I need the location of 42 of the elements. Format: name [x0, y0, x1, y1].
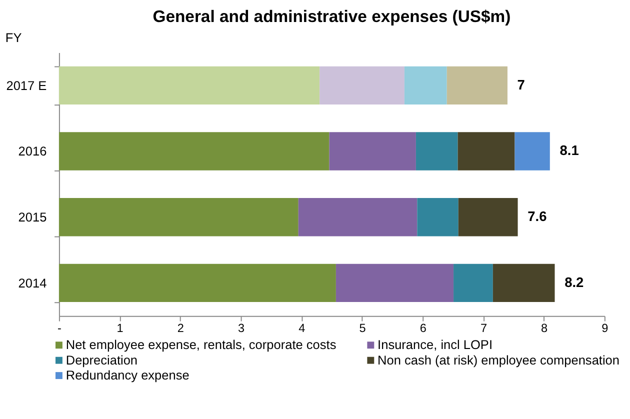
- x-tick-label: 6: [420, 322, 427, 336]
- x-tick-label: 5: [359, 322, 366, 336]
- bar: [58, 264, 336, 302]
- y-tick-label: 2015: [18, 210, 47, 225]
- bar: [58, 66, 320, 105]
- y-tick-label: 2014: [18, 275, 47, 290]
- bar: [329, 132, 416, 170]
- bar: [58, 198, 298, 236]
- y-tick-label: 2017 E: [6, 78, 47, 93]
- x-tick-label: -: [57, 322, 62, 336]
- bar: [514, 132, 550, 170]
- x-tick-label: 7: [480, 322, 487, 336]
- bar: [458, 198, 518, 236]
- bar: [458, 132, 515, 170]
- bar: [492, 264, 555, 302]
- x-tick-label: 3: [238, 322, 246, 336]
- bar: [404, 66, 447, 105]
- x-tick-label: 2: [177, 322, 184, 336]
- total-label: 7: [517, 77, 526, 92]
- legend-label: Insurance, incl LOPI: [378, 337, 493, 352]
- x-tick-label: 1: [116, 322, 124, 336]
- y-axis-title: FY: [5, 30, 22, 46]
- legend-label: Redundancy expense: [66, 367, 190, 382]
- legend-label: Depreciation: [66, 352, 138, 368]
- bar: [320, 66, 404, 105]
- bar: [417, 198, 458, 236]
- x-tick-label: 9: [602, 322, 608, 336]
- bar: [454, 264, 493, 302]
- bar: [298, 198, 418, 236]
- total-label: 7.6: [528, 209, 548, 224]
- legend-label: Non cash (at risk) employee compensation: [378, 352, 620, 368]
- x-tick-label: 8: [541, 322, 548, 336]
- bar: [58, 132, 330, 170]
- bar: [446, 66, 508, 105]
- bar: [336, 264, 454, 302]
- total-label: 8.1: [560, 143, 580, 158]
- x-tick-label: 4: [298, 322, 306, 336]
- y-tick-label: 2016: [18, 144, 47, 159]
- bar: [416, 132, 458, 170]
- chart-title: General and administrative expenses (US$m): [152, 7, 511, 26]
- legend-label: Net employee expense, rentals, corporate costs: [66, 337, 336, 352]
- total-label: 8.2: [564, 274, 584, 290]
